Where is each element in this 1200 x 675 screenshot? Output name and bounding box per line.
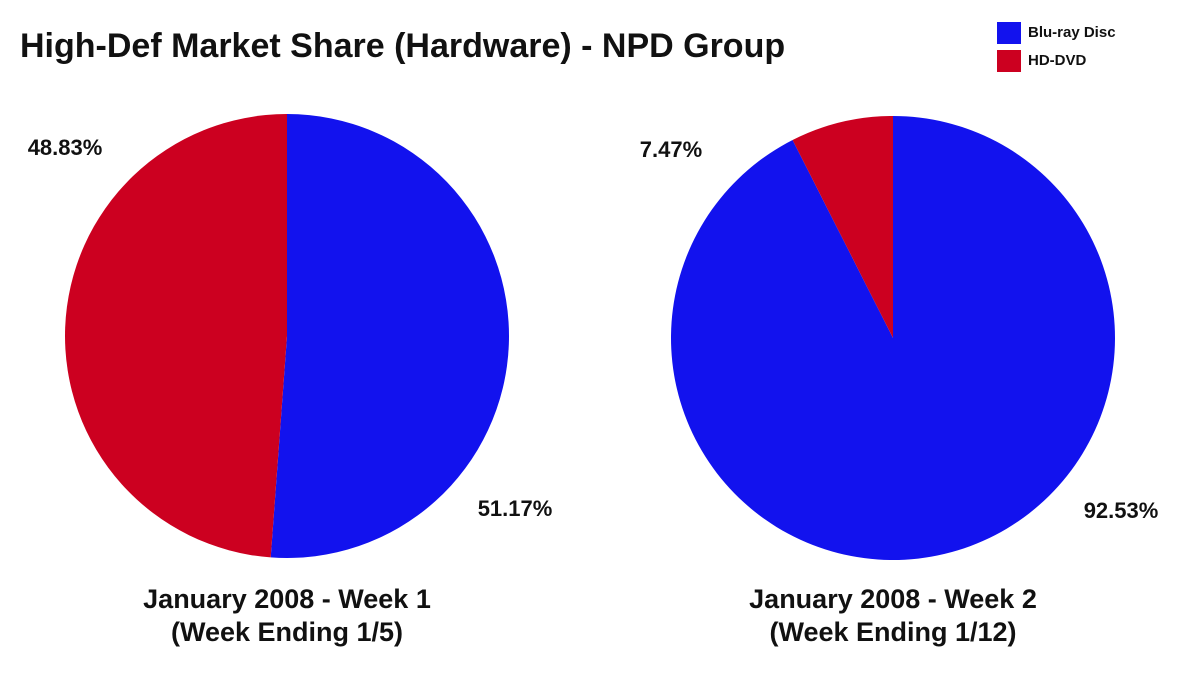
value-label: 48.83% [28, 135, 103, 160]
chart-caption: (Week Ending 1/5) [171, 617, 403, 647]
pie-slice [270, 114, 510, 558]
pie-slice [792, 116, 893, 338]
pie-slice [65, 114, 287, 558]
value-label: 7.47% [640, 137, 702, 162]
chart-caption: January 2008 - Week 1 [143, 584, 431, 614]
chart-title: High-Def Market Share (Hardware) - NPD G… [20, 27, 785, 65]
value-label: 51.17% [478, 496, 553, 521]
value-label: 92.53% [1084, 498, 1159, 523]
legend-label: HD-DVD [1028, 52, 1086, 69]
legend-swatch [997, 50, 1021, 72]
legend-label: Blu-ray Disc [1028, 24, 1116, 41]
legend-swatch [997, 22, 1021, 44]
chart-caption: (Week Ending 1/12) [769, 617, 1016, 647]
pie-slice [671, 116, 1116, 560]
chart-caption: January 2008 - Week 2 [749, 584, 1037, 614]
